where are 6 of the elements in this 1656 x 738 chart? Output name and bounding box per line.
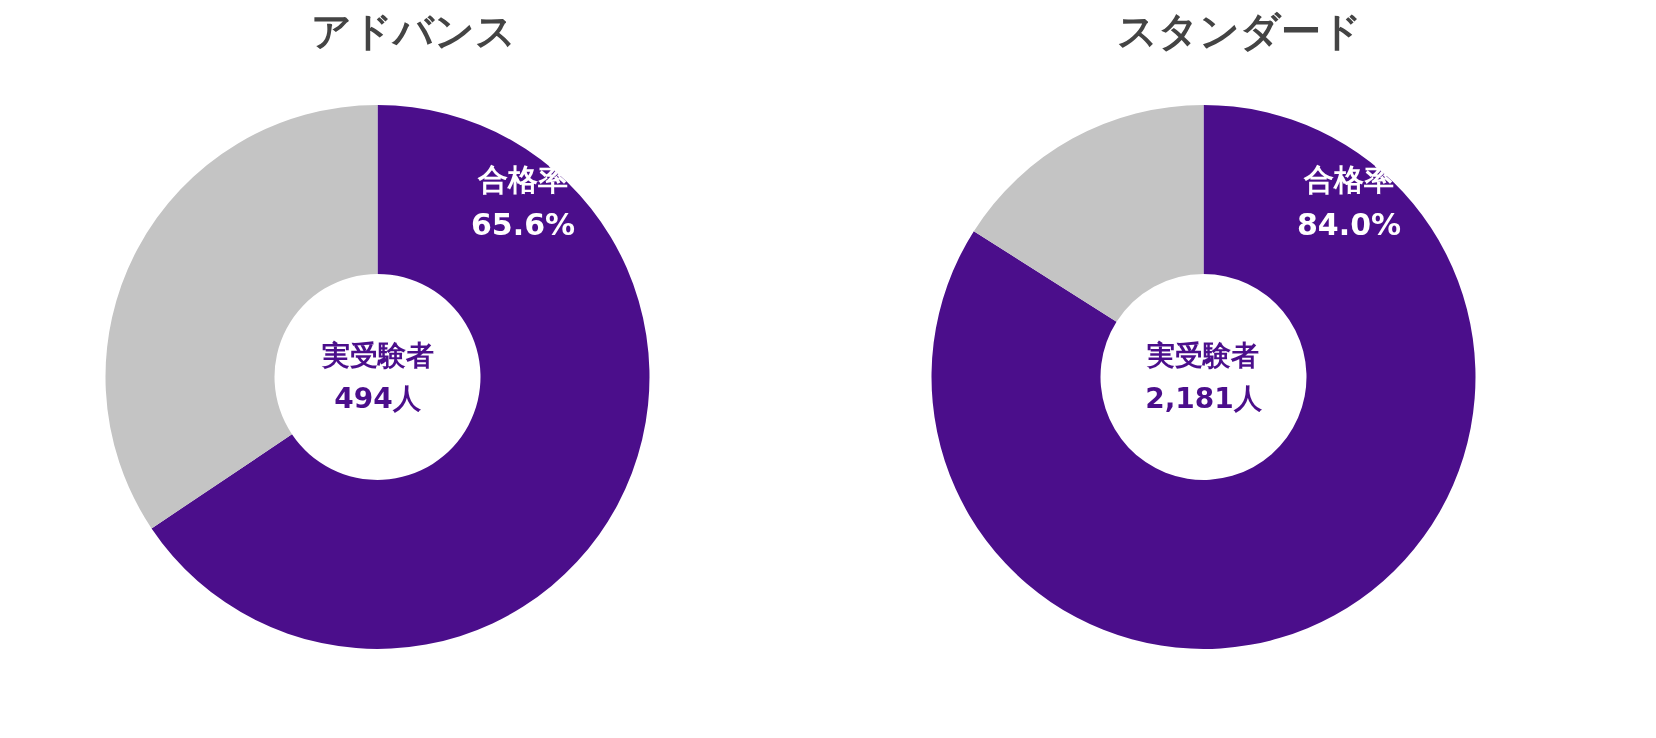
text: 実受験者 494人 — [320, 338, 434, 415]
data-label: 65.6% — [471, 207, 576, 243]
chart-title: スタンダード — [1117, 7, 1362, 54]
chart-title: アドバンス — [311, 7, 516, 54]
data-label: 84.0% — [1297, 207, 1402, 243]
text: 実受験者 2,181人 — [1145, 338, 1263, 415]
